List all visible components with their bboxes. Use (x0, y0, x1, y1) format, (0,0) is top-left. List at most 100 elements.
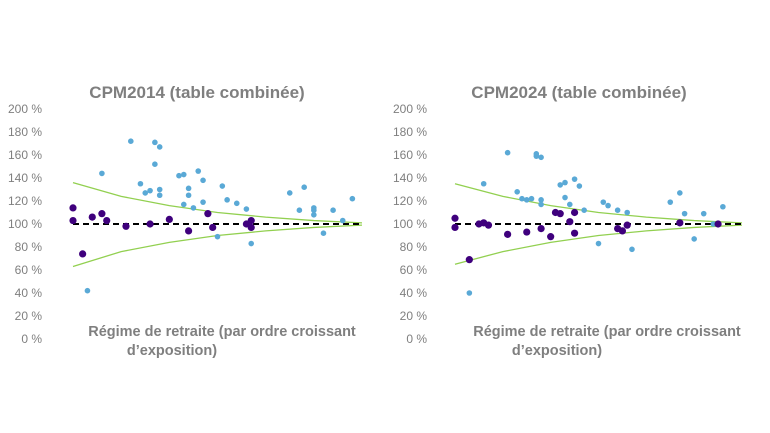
data-point-blue (296, 207, 303, 213)
data-point-blue (557, 182, 564, 188)
data-point-purple (714, 220, 722, 228)
data-point-blue (224, 197, 230, 203)
y-tick-label: 80 % (400, 240, 428, 254)
y-tick-label: 40 % (15, 286, 43, 300)
data-point-purple (204, 210, 212, 218)
data-point-blue (523, 197, 530, 203)
chart-cpm2024: CPM2024 (table combinée) 0 % 20 % 40 % 60 %… (393, 83, 743, 359)
data-point-blue (677, 190, 683, 196)
chart-title: CPM2024 (table combinée) (471, 83, 686, 102)
y-tick-label: 20 % (15, 309, 43, 323)
data-point-purple (570, 229, 579, 237)
data-point-blue (339, 217, 346, 224)
data-point-blue (538, 154, 544, 161)
y-tick-label: 60 % (400, 263, 428, 277)
y-tick-label: 120 % (8, 194, 42, 208)
data-point-blue (571, 176, 578, 182)
chart-title: CPM2014 (table combinée) (89, 83, 304, 102)
data-point-purple (146, 220, 154, 228)
data-point-blue (190, 205, 197, 211)
y-tick-label: 80 % (15, 240, 43, 254)
data-point-blue (84, 287, 91, 294)
data-point-blue (185, 185, 192, 192)
x-axis-label-line-2: d’exposition) (127, 343, 217, 359)
data-point-blue (152, 139, 158, 146)
data-point-blue (152, 161, 158, 167)
y-tick-label: 200 % (8, 102, 42, 116)
y-axis: 0 % 20 % 40 % 60 % 80 % 100 % 120 % 140 % 160 % 1… (393, 102, 427, 346)
data-point-blue (156, 144, 163, 150)
data-point-purple (103, 216, 111, 225)
data-point-purple (79, 250, 87, 258)
upper-band-curve (454, 183, 743, 224)
data-point-blue (156, 186, 163, 193)
data-point-blue (480, 180, 487, 187)
data-point-blue (219, 183, 226, 189)
data-point-blue (466, 290, 473, 296)
data-point-blue (614, 207, 621, 213)
y-tick-label: 160 % (393, 148, 427, 162)
y-tick-label: 180 % (8, 125, 42, 139)
data-point-blue (600, 199, 607, 205)
data-point-blue (320, 230, 327, 236)
data-point-purple (547, 233, 555, 241)
data-point-blue (200, 177, 206, 184)
y-tick-label: 100 % (393, 217, 427, 231)
data-point-purple (566, 218, 574, 226)
data-point-blue (214, 233, 221, 240)
data-point-blue (200, 199, 206, 205)
data-point-blue (233, 200, 240, 207)
y-tick-label: 140 % (393, 171, 427, 185)
data-point-blue (710, 221, 717, 227)
data-point-blue (533, 151, 540, 157)
data-point-blue (576, 183, 583, 189)
data-point-blue (99, 170, 105, 177)
data-point-blue (243, 206, 250, 212)
chart-cpm2014: CPM2014 (table combinée) 0 % 20 % 40 % 60 %… (8, 83, 363, 359)
data-point-blue (349, 195, 356, 202)
data-point-blue (137, 180, 144, 187)
data-point-blue (286, 190, 293, 196)
data-point-purple (484, 221, 493, 229)
data-point-purple (122, 222, 130, 230)
data-point-blue (700, 210, 707, 217)
data-point-purple (247, 216, 255, 225)
data-point-purple (165, 215, 173, 223)
data-point-blue (624, 209, 630, 216)
data-point-blue (176, 172, 182, 179)
y-tick-label: 180 % (393, 125, 427, 139)
data-point-purple (618, 227, 627, 235)
data-point-blue (681, 210, 688, 217)
data-point-blue (180, 201, 187, 208)
data-point-blue (538, 197, 544, 203)
data-point-blue (311, 207, 317, 213)
upper-band-curve (72, 181, 363, 224)
data-point-blue (180, 171, 187, 178)
data-point-purple (537, 225, 545, 233)
data-point-purple (185, 227, 193, 235)
x-axis-label-line-2: d’exposition) (512, 343, 602, 359)
data-point-blue (156, 192, 163, 199)
data-point-purple (570, 208, 579, 217)
band-curves (454, 183, 743, 265)
data-point-purple (451, 214, 459, 222)
y-tick-label: 60 % (15, 263, 43, 277)
y-tick-label: 0 % (406, 332, 427, 346)
y-tick-label: 200 % (393, 102, 427, 116)
data-point-blue (248, 240, 255, 247)
data-point-blue (629, 246, 635, 253)
data-point-purple (209, 223, 217, 232)
y-tick-label: 140 % (8, 171, 42, 185)
data-point-purple (88, 213, 96, 221)
data-point-purple (451, 223, 459, 232)
data-points (451, 149, 726, 296)
data-point-blue (691, 236, 697, 242)
data-point-blue (562, 194, 568, 201)
data-point-blue (128, 138, 134, 144)
data-point-blue (720, 203, 726, 210)
lower-band-curve (454, 224, 743, 265)
data-point-blue (581, 207, 587, 213)
data-point-purple (247, 223, 255, 232)
data-point-blue (519, 195, 525, 202)
y-tick-label: 20 % (400, 309, 428, 323)
